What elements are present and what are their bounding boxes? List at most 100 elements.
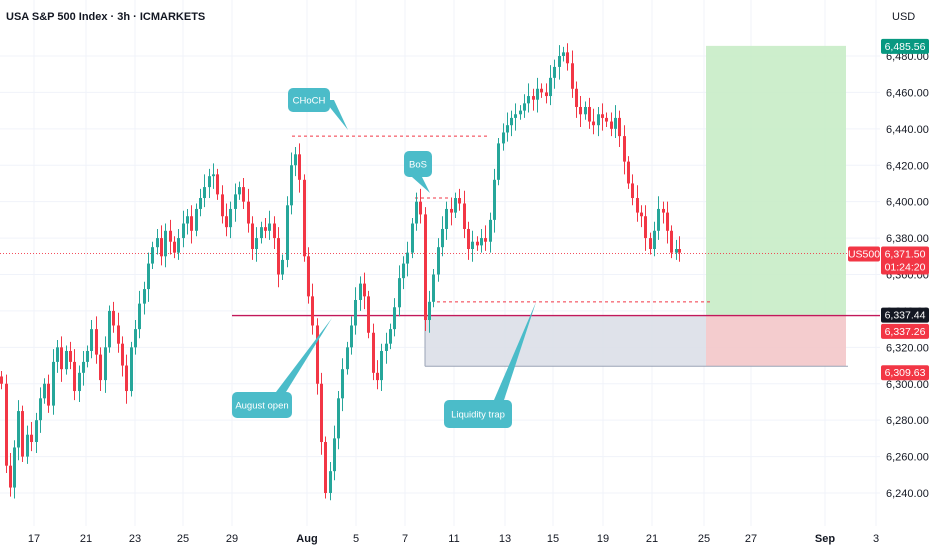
x-tick-label: 17 <box>28 533 40 545</box>
candle <box>631 174 634 206</box>
candle-body <box>558 56 561 67</box>
candle-body <box>242 187 245 202</box>
candle <box>238 181 241 200</box>
candle <box>234 183 237 222</box>
candle-body <box>618 117 621 137</box>
candle-body <box>584 106 587 115</box>
candle-body <box>99 354 102 381</box>
candle <box>575 81 578 118</box>
candle-body <box>112 310 115 326</box>
candle-body <box>385 343 388 351</box>
candle <box>199 188 202 217</box>
candle-body <box>251 223 254 250</box>
candle <box>221 185 224 224</box>
candle-body <box>203 187 206 199</box>
candle-body <box>519 110 522 115</box>
candle <box>195 203 198 237</box>
price-badge-text: 6,485.56 <box>885 41 926 53</box>
candle-body <box>186 216 189 224</box>
x-tick-label: 13 <box>499 533 511 545</box>
candle-body <box>73 361 76 392</box>
candle-body <box>260 227 263 239</box>
candle <box>138 290 141 339</box>
candle <box>549 65 552 106</box>
candle <box>65 345 68 375</box>
chart-title: USA S&P 500 Index · 3h · ICMARKETS <box>6 11 205 23</box>
candle-body <box>225 216 228 228</box>
currency-label: USD <box>892 11 915 23</box>
candle <box>78 365 81 402</box>
candle <box>307 247 310 304</box>
candle-body <box>39 398 42 421</box>
candle-body <box>649 238 652 250</box>
candle-body <box>527 96 530 104</box>
candles <box>0 43 681 501</box>
candle-body <box>540 88 543 93</box>
candle <box>644 205 647 251</box>
candle-body <box>60 347 63 370</box>
candle-body <box>398 278 401 308</box>
candle <box>130 341 133 397</box>
candle-body <box>363 283 366 297</box>
candle <box>657 196 660 240</box>
candle <box>640 205 643 228</box>
candle <box>653 221 656 257</box>
candle-body <box>234 194 237 209</box>
time-axis[interactable]: 17 21 23 25 29 Aug 5 7 11 13 15 19 21 25 27 Sep 3 <box>28 533 879 545</box>
candle <box>346 341 349 375</box>
candle <box>212 163 215 189</box>
candle <box>597 106 600 137</box>
candle <box>450 198 453 226</box>
candle-body <box>177 238 180 253</box>
candle <box>350 316 353 355</box>
candle-body <box>480 238 483 246</box>
callout-label: August open <box>235 401 288 412</box>
y-tick-label: 6,260.00 <box>886 452 929 464</box>
candle-body <box>532 96 535 100</box>
candle-body <box>182 223 185 239</box>
candle-body <box>229 208 232 228</box>
candle <box>190 205 193 244</box>
candle <box>182 210 185 248</box>
candle-body <box>216 174 219 195</box>
candle-body <box>389 329 392 344</box>
candle-body <box>247 201 250 224</box>
candle <box>229 201 232 239</box>
position-zones <box>424 45 848 367</box>
candle <box>385 332 388 364</box>
candle <box>627 156 630 189</box>
candle-body <box>359 283 362 300</box>
candle <box>618 110 621 148</box>
horizontal-lines <box>0 135 880 317</box>
target-price-badge: 6,485.56 <box>881 38 929 54</box>
y-tick-label: 6,380.00 <box>886 233 929 245</box>
candle <box>359 276 362 311</box>
candle <box>566 43 569 71</box>
candle <box>502 123 505 151</box>
callout-pointer <box>276 318 332 392</box>
candle <box>389 323 392 350</box>
candle-body <box>160 238 163 257</box>
candle-body <box>134 329 137 348</box>
candle-body <box>143 289 146 304</box>
candle-body <box>678 249 681 253</box>
candle <box>523 94 526 118</box>
candle-body <box>588 106 591 122</box>
candle <box>52 349 55 415</box>
candle <box>273 216 276 250</box>
candle <box>471 230 474 262</box>
symbol-badge-bg <box>848 246 880 262</box>
price-axis[interactable]: 6,240.00 6,260.00 6,280.00 6,300.00 6,320.00… <box>886 51 929 500</box>
candle <box>579 96 582 128</box>
candle <box>117 312 120 353</box>
candle-body <box>636 198 639 213</box>
symbol-badge-text: US500 <box>848 249 880 261</box>
candle-body <box>35 420 38 443</box>
candle <box>143 281 146 315</box>
candle-body <box>307 256 310 297</box>
candle-body <box>662 208 665 213</box>
candle <box>264 218 267 239</box>
candle <box>553 59 556 89</box>
candle <box>177 228 180 260</box>
